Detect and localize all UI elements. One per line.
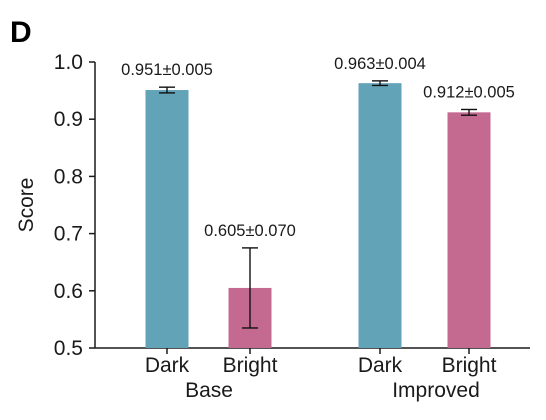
bar (145, 90, 189, 348)
data-label: 0.605±0.070 (204, 222, 296, 240)
bar (447, 112, 491, 348)
category-label: Bright (223, 354, 278, 377)
category-label: Bright (442, 354, 497, 377)
y-tick-label: 0.7 (54, 223, 83, 246)
group-label: Base (185, 379, 233, 402)
group-label: Improved (392, 379, 480, 402)
y-tick-label: 1.0 (54, 51, 83, 74)
y-tick-label: 0.6 (54, 280, 83, 303)
bar (358, 83, 402, 348)
data-label: 0.951±0.005 (121, 61, 213, 79)
panel-label: D (10, 16, 32, 49)
data-label: 0.963±0.004 (334, 55, 426, 73)
y-tick-label: 0.9 (54, 108, 83, 131)
y-axis-title: Score (15, 178, 38, 233)
data-label: 0.912±0.005 (423, 83, 515, 101)
y-tick-label: 0.5 (54, 337, 83, 360)
y-tick-label: 0.8 (54, 165, 83, 188)
category-label: Dark (358, 354, 403, 377)
category-label: Dark (145, 354, 190, 377)
bars: 0.951±0.005 0.605±0.070 0.963±0.004 0.912±0… (121, 55, 515, 348)
